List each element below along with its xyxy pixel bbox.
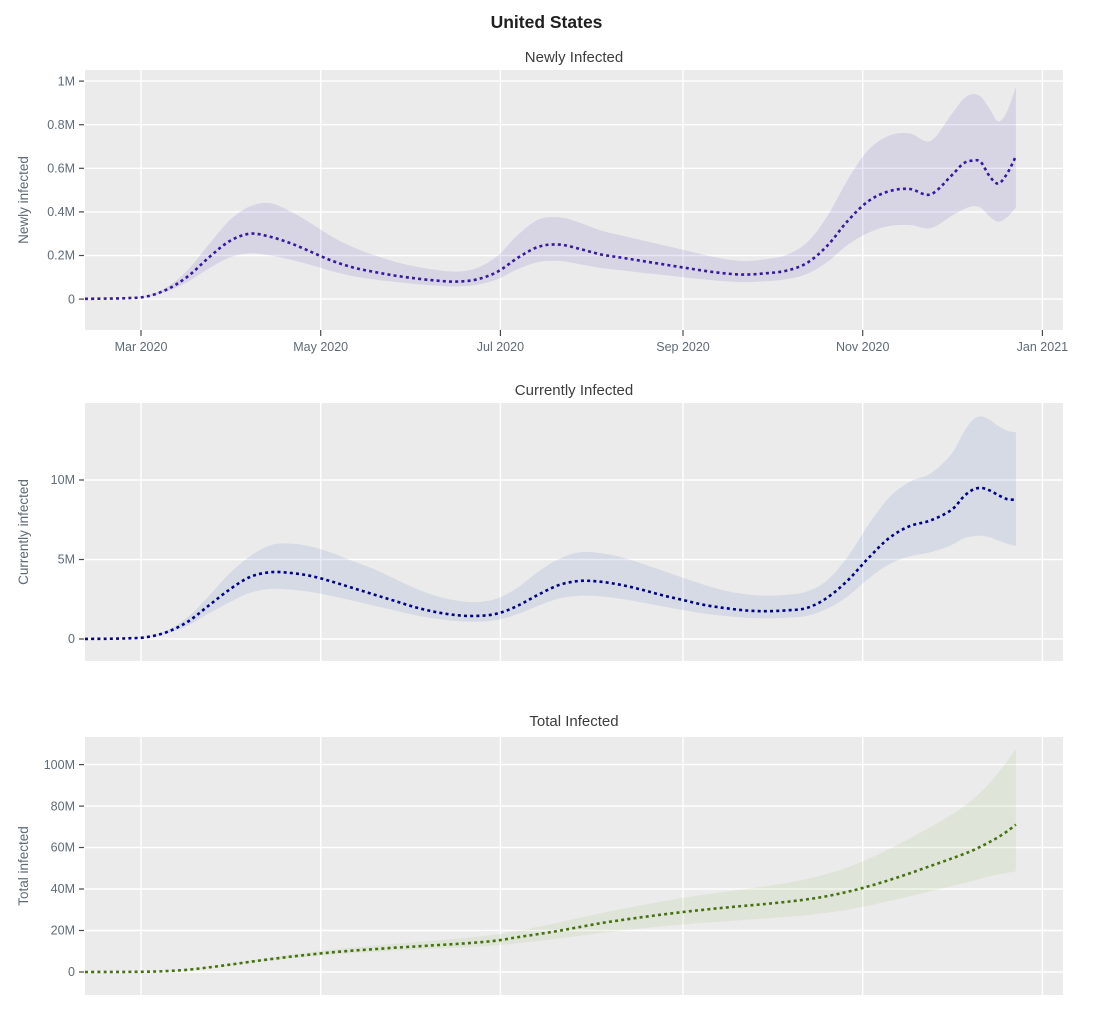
y-tick-label: 0.2M xyxy=(47,249,75,263)
y-tick-label: 1M xyxy=(58,74,75,88)
y-tick-label: 0.6M xyxy=(47,162,75,176)
y-tick-label: 0.4M xyxy=(47,205,75,219)
subplot-2: 0 20M 40M 60M 80M 100M xyxy=(44,737,1063,995)
forecast-line xyxy=(85,155,1018,301)
figure-title: United States xyxy=(490,12,603,32)
y-tick-label: 20M xyxy=(51,924,75,938)
plot-background xyxy=(85,70,1063,330)
x-tick-label: Jul 2020 xyxy=(477,340,524,354)
x-tick-label: Sep 2020 xyxy=(656,340,710,354)
y-tick-label: 0.8M xyxy=(47,118,75,132)
subplot-1: 0 5M 10M xyxy=(51,403,1063,661)
x-tick-label: May 2020 xyxy=(293,340,348,354)
y-tick-label: 60M xyxy=(51,841,75,855)
y-tick-label: 0 xyxy=(68,632,75,646)
plot-background xyxy=(85,403,1063,661)
y-tick-label: 40M xyxy=(51,882,75,896)
x-tick-label: Nov 2020 xyxy=(836,340,890,354)
y-tick-label: 80M xyxy=(51,799,75,813)
confidence-band xyxy=(85,749,1016,972)
y-tick-label: 5M xyxy=(58,553,75,567)
y-tick-label: 0 xyxy=(68,292,75,306)
subplot-0: Mar 2020 May 2020 Jul 2020 Sep 2020 Nov 2020… xyxy=(47,70,1068,354)
y-tick-label: 10M xyxy=(51,473,75,487)
subplot-title-currently-infected: Currently Infected xyxy=(514,382,634,399)
subplot-title-total-infected: Total Infected xyxy=(529,713,619,730)
forecast-line xyxy=(85,486,1016,641)
x-tick-label: Jan 2021 xyxy=(1017,340,1068,354)
x-tick-label: Mar 2020 xyxy=(115,340,168,354)
y-tick-label: 100M xyxy=(44,758,75,772)
plot-background xyxy=(85,737,1063,995)
confidence-band xyxy=(85,416,1016,639)
y-tick-label: 0 xyxy=(68,965,75,979)
confidence-band xyxy=(85,86,1016,299)
subplot-title-newly-infected: Newly Infected xyxy=(524,49,624,66)
